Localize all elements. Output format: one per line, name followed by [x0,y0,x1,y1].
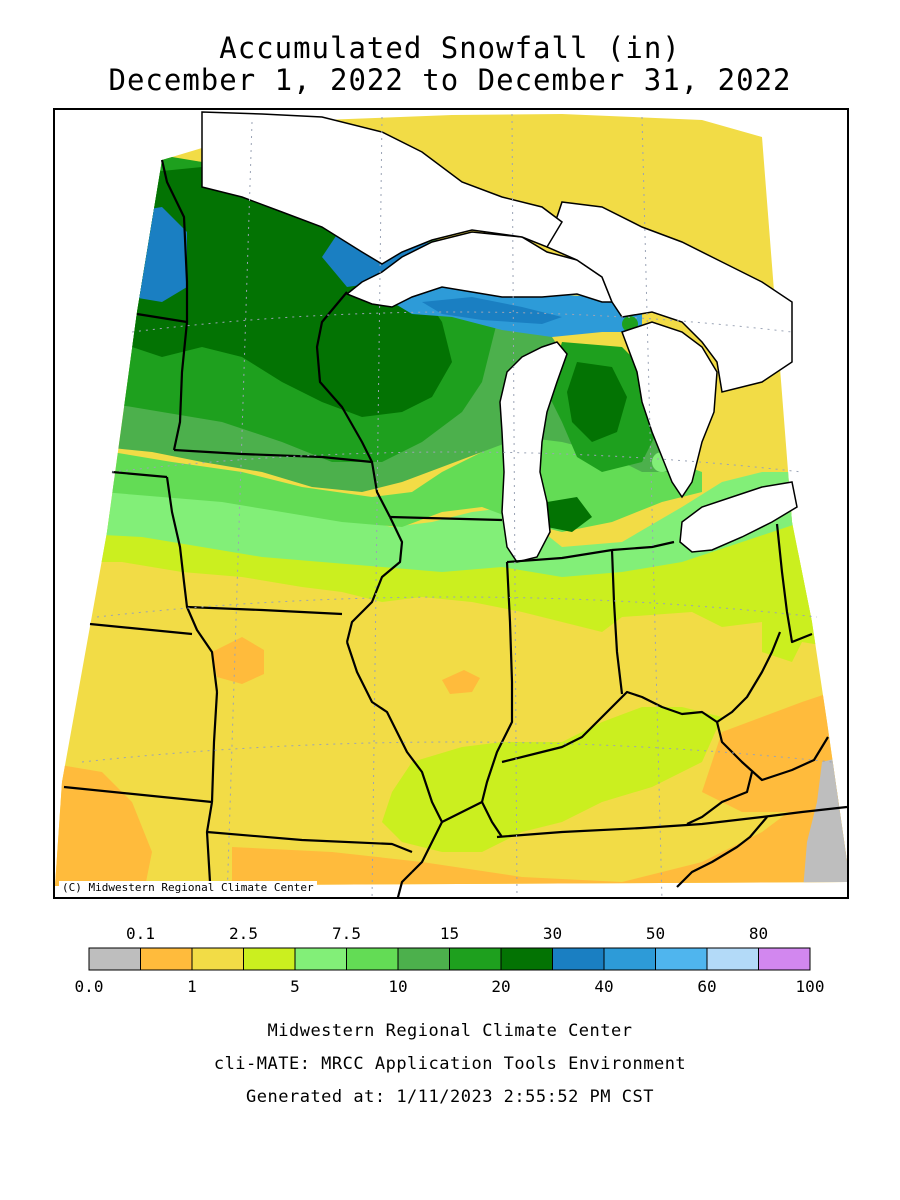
border-in-mi [506,548,613,564]
legend-top-label: 15 [440,924,459,943]
border-wv-va [686,771,754,825]
snowfall-map: (C) Midwestern Regional Climate Center [53,108,849,899]
legend-swatch [191,947,244,971]
zone-0-0.1-east [802,752,847,886]
border-sd-ne [111,470,168,479]
border-in-oh [610,549,624,695]
legend-bottom-label: 100 [796,977,825,996]
border-il-ky [441,800,503,838]
legend-swatch [397,947,450,971]
legend-bottom-label: 5 [290,977,300,996]
border-oh-pa [775,523,813,644]
footer-organization: Midwestern Regional Climate Center [267,1021,633,1041]
border-tn-nc [676,816,768,888]
zone-30-40-up [422,297,562,324]
legend-top-label: 80 [749,924,768,943]
legend-bottom-label: 60 [697,977,716,996]
border-mn-ia [173,448,373,464]
legend-swatch [758,947,811,971]
canada-land [201,111,563,265]
zone-0.1-1-illinois [442,670,480,694]
zone-20-30-sw-michigan [547,497,592,532]
border-il-mo [345,641,444,873]
zone-0.1-1-south [232,782,847,886]
copyright-label: (C) Midwestern Regional Climate Center [59,881,317,894]
border-ky-va [715,721,829,782]
zone-0.1-1-southwest [55,762,152,886]
border-ne-ks [89,622,193,636]
border-ky-tn [496,805,847,839]
legend-top-label: 50 [646,924,665,943]
legend-bottom-label: 10 [388,977,407,996]
lake-huron [621,321,718,499]
border-ia-mo [186,605,343,616]
border-mo-west [210,691,219,803]
color-legend: 0.1 2.5 7.5 15 30 50 800.0 1 5 10 20 40 60 100 [75,924,825,996]
legend-top-label: 30 [543,924,562,943]
border-ia-west [165,476,219,693]
border-mo-ar-lower [205,801,214,883]
legend-swatch [88,947,141,971]
map-canvas [55,111,847,897]
state-borders [63,159,847,897]
legend-swatch [449,947,502,971]
lake-michigan [499,341,568,563]
legend-swatch [500,947,553,971]
legend-swatch [346,947,399,971]
border-mn-wi [315,291,391,518]
legend-bottom-label: 1 [187,977,197,996]
legend-swatch [140,947,193,971]
legend-swatch [706,947,759,971]
legend-swatch [294,947,347,971]
graticule [81,113,833,897]
ontario-land [546,201,793,393]
legend-swatch [655,947,708,971]
border-ms-river [396,871,413,897]
great-lakes [201,111,798,563]
zone-20-30-michigan [567,362,627,442]
border-mi-oh [611,540,675,552]
zone-20-30 [132,167,452,417]
legend-bottom-label: 0.0 [75,977,104,996]
border-nd-mn [160,159,189,451]
border-in-ky [501,690,718,764]
map-title: Accumulated Snowfall (in) [219,31,681,65]
border-il-in [480,561,514,803]
legend-top-label: 7.5 [332,924,361,943]
border-ks-ok [63,785,213,804]
legend-swatch [552,947,605,971]
footer-generated: Generated at: 1/11/2023 2:55:52 PM CST [246,1087,654,1107]
border-nd-sd [136,312,188,324]
footer-tool: cli-MATE: MRCC Application Tools Environ… [213,1054,687,1074]
border-mo-ar [206,830,413,854]
legend-bottom-label: 40 [594,977,613,996]
legend-bottom-label: 20 [491,977,510,996]
border-wi-il [389,515,503,522]
legend-swatch [603,947,656,971]
legend-top-label: 2.5 [229,924,258,943]
zone-0.1-1-missouri [212,637,264,684]
lake-erie [679,481,798,553]
border-ia-il [345,516,404,643]
legend-swatch [243,947,296,971]
border-oh-ky-wv [716,631,782,723]
zone-2.5-5-river [382,707,722,852]
zone-5-7.5 [55,472,847,577]
legend-top-label: 0.1 [126,924,155,943]
map-date-range: December 1, 2022 to December 31, 2022 [108,63,792,97]
